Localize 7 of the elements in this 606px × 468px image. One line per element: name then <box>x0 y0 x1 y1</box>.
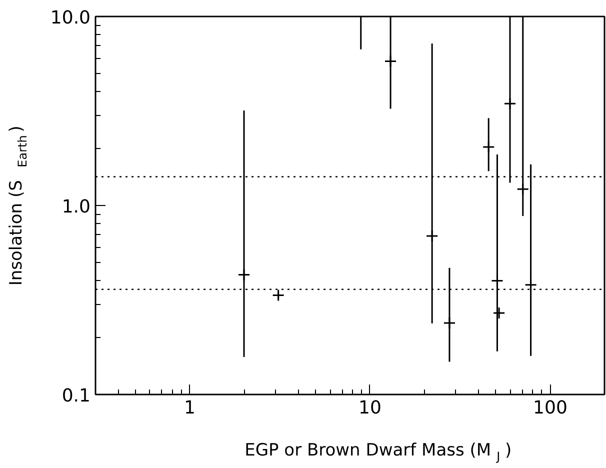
y-axis-title: Insolation (SEarth) <box>6 126 30 286</box>
y-tick-label: 1.0 <box>62 196 91 218</box>
x-tick-label: 1 <box>184 398 196 418</box>
x-tick-label: 100 <box>533 398 568 418</box>
y-tick-label: 10.0 <box>50 8 90 28</box>
x-tick-label: 10 <box>358 398 382 418</box>
y-tick-label: 0.1 <box>62 386 91 406</box>
